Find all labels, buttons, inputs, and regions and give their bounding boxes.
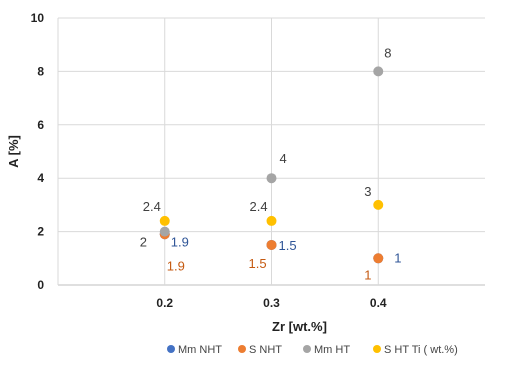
data-label: 2.4 bbox=[250, 199, 268, 214]
data-point bbox=[373, 253, 384, 264]
y-axis-title: A [%] bbox=[6, 135, 21, 168]
data-label: 4 bbox=[280, 151, 287, 166]
legend-marker bbox=[238, 345, 246, 353]
data-label: 1.5 bbox=[249, 256, 267, 271]
y-tick-label: 4 bbox=[37, 171, 44, 185]
data-point bbox=[266, 173, 277, 184]
data-label: 8 bbox=[384, 45, 391, 60]
legend-item: S NHT bbox=[238, 344, 282, 356]
data-label: 1.9 bbox=[171, 234, 189, 249]
data-label: 1 bbox=[394, 250, 401, 265]
legend-label: Mm NHT bbox=[178, 344, 222, 356]
legend-item: S HT Ti ( wt.%) bbox=[373, 344, 458, 356]
legend: Mm NHT S NHT Mm HT S HT Ti ( wt.%) bbox=[167, 344, 458, 356]
x-tick-label: 0.2 bbox=[156, 296, 173, 310]
x-tick-label: 0.3 bbox=[263, 296, 280, 310]
data-label: 1.9 bbox=[167, 258, 185, 273]
data-label: 2.4 bbox=[143, 199, 161, 214]
legend-item: Mm HT bbox=[303, 344, 350, 356]
data-point bbox=[373, 66, 384, 77]
legend-label: S HT Ti ( wt.%) bbox=[384, 344, 458, 356]
grid-layer bbox=[57, 17, 485, 286]
legend-label: Mm HT bbox=[314, 344, 350, 356]
legend-marker bbox=[167, 345, 175, 353]
y-tick-label: 0 bbox=[37, 278, 44, 292]
data-point bbox=[266, 215, 277, 226]
data-label: 1.5 bbox=[279, 238, 297, 253]
data-label: 2 bbox=[140, 235, 147, 250]
data-point bbox=[159, 215, 170, 226]
points-layer bbox=[159, 66, 384, 264]
legend-marker bbox=[373, 345, 381, 353]
data-label: 3 bbox=[364, 184, 371, 199]
data-label: 1 bbox=[364, 267, 371, 282]
legend-marker bbox=[303, 345, 311, 353]
x-tick-label: 0.4 bbox=[370, 296, 387, 310]
legend-label: S NHT bbox=[249, 344, 282, 356]
y-tick-label: 8 bbox=[37, 64, 44, 78]
data-label-layer: 1.9 1.5 1 1.9 1.5 1 2 4 8 2.4 2.4 3 bbox=[140, 45, 402, 282]
y-tick-label: 6 bbox=[37, 118, 44, 132]
legend-item: Mm NHT bbox=[167, 344, 222, 356]
y-tick-label: 2 bbox=[37, 225, 44, 239]
data-point bbox=[373, 199, 384, 210]
x-axis-title: Zr [wt.%] bbox=[272, 319, 327, 334]
y-tick-label: 10 bbox=[31, 11, 45, 25]
data-point bbox=[159, 226, 170, 237]
tick-label-layer: 0 2 4 6 8 10 0.2 0.3 0.4 bbox=[31, 11, 387, 310]
data-point bbox=[266, 239, 277, 250]
